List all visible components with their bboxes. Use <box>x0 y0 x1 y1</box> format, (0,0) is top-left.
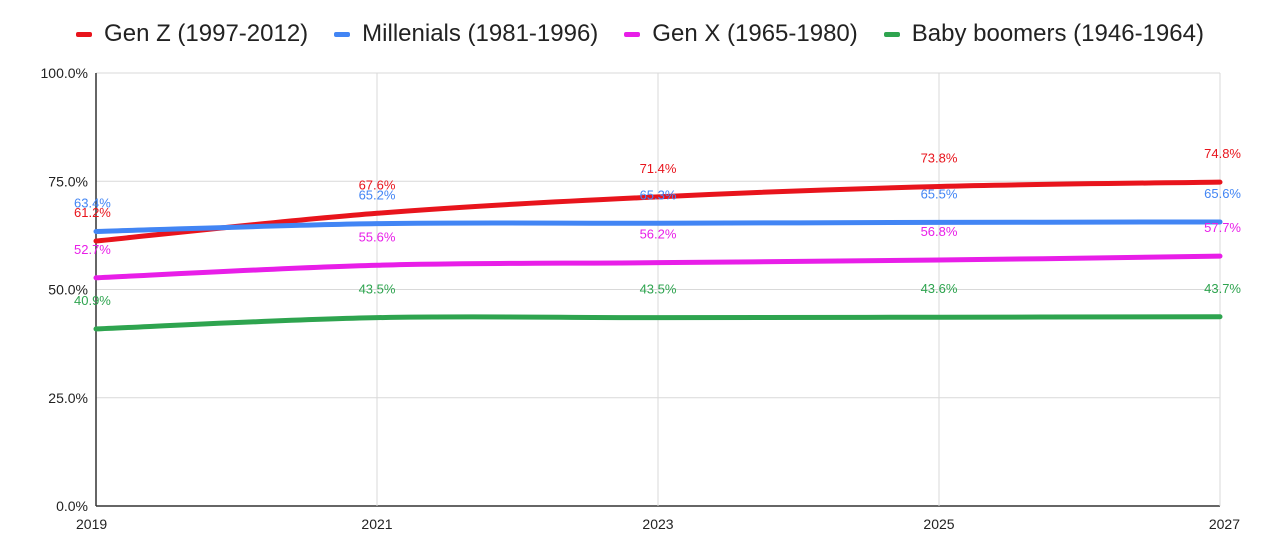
data-label-gen-x: 56.8% <box>921 224 958 239</box>
data-label-millenials: 65.2% <box>359 188 396 203</box>
data-label-millenials: 65.3% <box>640 187 677 202</box>
chart-legend: Gen Z (1997-2012) Millenials (1981-1996)… <box>0 12 1280 56</box>
y-axis: 0.0% 25.0% 50.0% 75.0% 100.0% <box>41 65 88 514</box>
x-tick-label: 2019 <box>76 516 107 532</box>
series-lines <box>93 179 1223 332</box>
legend-item-gen-z[interactable]: Gen Z (1997-2012) <box>76 20 308 48</box>
legend-item-gen-x[interactable]: Gen X (1965-1980) <box>624 20 858 48</box>
data-label-baby-boomers: 40.9% <box>74 293 111 308</box>
legend-swatch-baby-boomers <box>883 31 900 37</box>
x-tick-label: 2021 <box>361 516 392 532</box>
x-tick-label: 2027 <box>1209 516 1240 532</box>
chart-grid <box>95 72 1221 507</box>
data-label-millenials: 65.6% <box>1204 186 1241 201</box>
data-label-gen-z: 74.8% <box>1204 146 1241 161</box>
y-tick-label: 0.0% <box>56 498 88 514</box>
data-label-gen-x: 56.2% <box>640 227 677 242</box>
data-label-gen-x: 57.7% <box>1204 220 1241 235</box>
legend-swatch-millenials <box>334 31 351 37</box>
x-axis: 2019 2021 2023 2025 2027 <box>76 516 1240 532</box>
data-label-gen-z: 67.6% <box>359 177 396 192</box>
legend-label-gen-z: Gen Z (1997-2012) <box>104 20 309 47</box>
data-label-baby-boomers: 43.5% <box>359 282 396 297</box>
legend-item-baby-boomers[interactable]: Baby boomers (1946-1964) <box>883 20 1204 48</box>
data-label-gen-z: 61.2% <box>74 205 111 220</box>
y-tick-label: 25.0% <box>48 390 88 406</box>
data-label-baby-boomers: 43.5% <box>640 282 677 297</box>
legend-label-gen-x: Gen X (1965-1980) <box>652 20 858 47</box>
data-labels: 61.2% 67.6% 71.4% 73.8% 74.8% 63.4% 65.2% 65.3%… <box>74 146 1241 308</box>
x-tick-label: 2023 <box>642 516 673 532</box>
legend-swatch-gen-x <box>624 31 641 37</box>
y-tick-label: 100.0% <box>41 65 88 81</box>
data-label-gen-z: 73.8% <box>921 150 958 165</box>
legend-label-baby-boomers: Baby boomers (1946-1964) <box>911 20 1204 47</box>
series-line-gen-x <box>93 253 1223 281</box>
y-tick-label: 75.0% <box>48 173 88 189</box>
x-tick-label: 2025 <box>923 516 954 532</box>
legend-item-millenials[interactable]: Millenials (1981-1996) <box>334 20 598 48</box>
data-label-baby-boomers: 43.6% <box>921 281 958 296</box>
series-line-gen-z <box>93 179 1223 244</box>
data-label-gen-x: 52.7% <box>74 242 111 257</box>
legend-label-millenials: Millenials (1981-1996) <box>362 20 599 47</box>
series-line-millenials <box>93 219 1223 234</box>
data-label-millenials: 65.5% <box>921 186 958 201</box>
data-label-millenials: 63.4% <box>74 195 111 210</box>
y-tick-label: 50.0% <box>48 282 88 298</box>
data-label-gen-z: 71.4% <box>640 161 677 176</box>
legend-swatch-gen-z <box>76 31 93 37</box>
series-line-baby-boomers <box>93 314 1223 332</box>
data-label-baby-boomers: 43.7% <box>1204 281 1241 296</box>
data-label-gen-x: 55.6% <box>359 229 396 244</box>
